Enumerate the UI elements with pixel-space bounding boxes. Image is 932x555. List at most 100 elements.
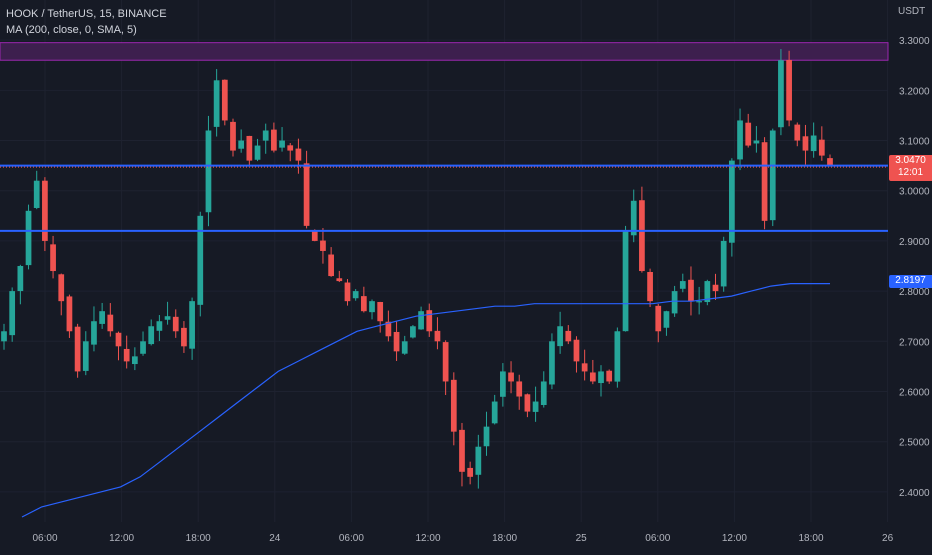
candle-body-down bbox=[336, 278, 343, 282]
y-tick-label: 2.4000 bbox=[899, 488, 930, 499]
x-tick-label: 06:00 bbox=[339, 533, 364, 544]
last-price-value: 3.0470 bbox=[895, 155, 926, 167]
y-tick-label: 2.5000 bbox=[899, 438, 930, 449]
candle-body-up bbox=[532, 401, 539, 412]
candle-body-up bbox=[475, 446, 482, 475]
indicator-legend[interactable]: MA (200, close, 0, SMA, 5) bbox=[6, 24, 137, 36]
x-tick-label: 18:00 bbox=[492, 533, 517, 544]
candle-body-down bbox=[818, 139, 825, 156]
candle-body-down bbox=[565, 330, 572, 342]
ma-value-tag: 2.8197 bbox=[889, 275, 932, 289]
y-tick-label: 3.2000 bbox=[899, 86, 930, 97]
candle-body-down bbox=[115, 332, 122, 347]
candle-body-up bbox=[720, 240, 727, 287]
candle-body-up bbox=[33, 180, 40, 208]
candle-body-down bbox=[58, 274, 65, 302]
candle-body-down bbox=[524, 394, 531, 412]
candle-body-down bbox=[385, 321, 392, 337]
bar-countdown: 12:01 bbox=[897, 167, 924, 179]
candle-body-down bbox=[442, 342, 449, 382]
candle-body-up bbox=[91, 321, 97, 345]
candle-body-down bbox=[181, 327, 187, 347]
y-tick-label: 3.3000 bbox=[899, 36, 930, 47]
x-tick-label: 25 bbox=[576, 533, 588, 544]
candle-body-up bbox=[540, 381, 547, 406]
candle-body-down bbox=[42, 180, 48, 241]
candle-body-down bbox=[450, 379, 457, 432]
candle-body-up bbox=[369, 301, 375, 313]
symbol-title[interactable]: HOOK / TetherUS, 15, BINANCE bbox=[6, 8, 167, 20]
candle-body-down bbox=[328, 254, 334, 277]
currency-label: USDT bbox=[898, 6, 926, 17]
candle-body-down bbox=[581, 363, 588, 372]
resistance-zone bbox=[0, 42, 889, 61]
candle-body-down bbox=[508, 372, 514, 382]
candle-body-up bbox=[156, 321, 163, 331]
candle-body-up bbox=[140, 341, 146, 354]
candle-body-up bbox=[614, 331, 621, 382]
candle-body-up bbox=[352, 291, 359, 299]
candle-body-up bbox=[491, 401, 498, 424]
candle-body-down bbox=[589, 372, 596, 382]
x-tick-label: 12:00 bbox=[722, 533, 747, 544]
candle-body-down bbox=[311, 230, 318, 241]
x-tick-label: 12:00 bbox=[415, 533, 440, 544]
candle-body-up bbox=[1, 331, 7, 342]
candle-body-up bbox=[131, 356, 138, 365]
candle-body-up bbox=[704, 281, 711, 303]
x-tick-label: 06:00 bbox=[32, 533, 57, 544]
candle-body-up bbox=[189, 301, 195, 349]
candle-body-up bbox=[197, 215, 204, 305]
y-tick-label: 2.9000 bbox=[899, 237, 930, 248]
candle-body-down bbox=[745, 122, 752, 146]
x-tick-label: 26 bbox=[882, 533, 894, 544]
candle-body-up bbox=[148, 326, 155, 345]
candle-body-up bbox=[254, 145, 261, 160]
candle-body-down bbox=[172, 316, 179, 332]
candle-body-up bbox=[25, 210, 32, 266]
candle-body-down bbox=[360, 296, 367, 312]
candle-body-down bbox=[295, 148, 302, 161]
candle-body-down bbox=[377, 302, 384, 322]
candle-body-down bbox=[393, 331, 400, 352]
candle-body-down bbox=[344, 282, 351, 302]
candle-body-up bbox=[557, 326, 563, 347]
candle-body-down bbox=[516, 381, 523, 397]
candle-body-up bbox=[410, 326, 416, 338]
y-tick-label: 2.6000 bbox=[899, 388, 930, 399]
x-tick-label: 24 bbox=[269, 533, 281, 544]
candle-body-up bbox=[418, 311, 424, 330]
y-tick-label: 2.8000 bbox=[899, 287, 930, 298]
candle-body-down bbox=[712, 284, 719, 292]
candle-body-up bbox=[9, 291, 16, 336]
candle-body-up bbox=[663, 311, 670, 328]
candle-body-up bbox=[679, 281, 686, 289]
candle-body-down bbox=[426, 310, 433, 332]
candle-body-down bbox=[74, 326, 81, 372]
x-tick-label: 06:00 bbox=[645, 533, 670, 544]
x-tick-label: 18:00 bbox=[186, 533, 211, 544]
candle-body-down bbox=[655, 305, 662, 332]
candle-body-down bbox=[786, 59, 792, 121]
candle-body-down bbox=[639, 200, 645, 272]
candle-body-up bbox=[213, 80, 220, 127]
candle-body-down bbox=[761, 142, 768, 221]
candle-body-up bbox=[238, 140, 245, 149]
candle-body-down bbox=[467, 467, 474, 477]
last-price-tag: 3.0470 12:01 bbox=[889, 155, 932, 182]
candle-body-up bbox=[753, 140, 760, 144]
candle-body-up bbox=[696, 301, 703, 303]
candle-body-down bbox=[221, 79, 228, 121]
candle-body-up bbox=[810, 135, 817, 152]
candle-body-up bbox=[630, 200, 637, 236]
candle-body-down bbox=[827, 158, 833, 166]
candle-body-down bbox=[459, 429, 465, 472]
candle-body-down bbox=[303, 163, 310, 226]
candle-body-up bbox=[598, 371, 604, 384]
candle-body-up bbox=[205, 130, 212, 213]
y-tick-label: 2.7000 bbox=[899, 337, 930, 348]
y-tick-label: 3.1000 bbox=[899, 137, 930, 148]
